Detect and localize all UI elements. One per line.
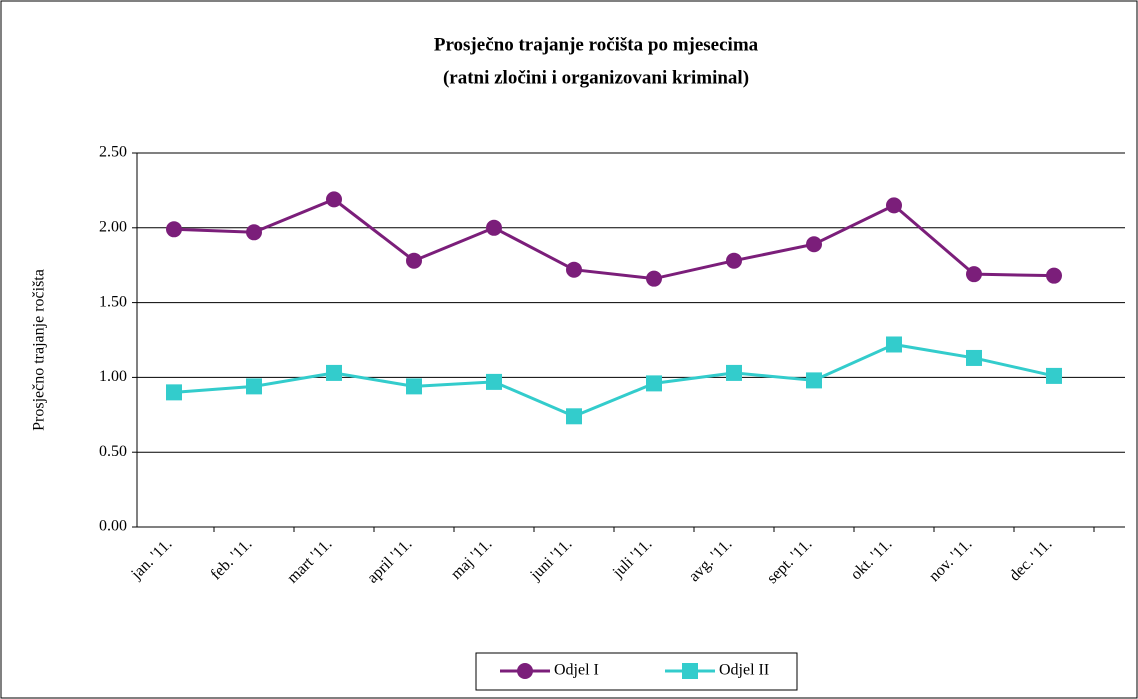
point [806,372,822,389]
point [886,336,902,353]
point [246,224,262,241]
legend-label: Odjel I [554,662,599,679]
point [326,364,342,381]
y-tick-label: 2.00 [99,218,127,235]
point [682,663,698,679]
y-tick-label: 0.50 [99,443,127,460]
point [966,349,982,366]
point [806,236,822,253]
point [246,378,262,395]
y-axis-label: Prosječno trajanje ročišta [31,269,48,431]
point [566,408,582,425]
point [166,221,182,238]
point [486,373,502,390]
point [406,378,422,395]
point [886,197,902,214]
series-line [173,197,1055,281]
point [486,219,502,236]
legend-label: Odjel II [719,662,769,679]
point [1046,267,1062,284]
point [726,364,742,381]
point [326,191,342,208]
point [966,266,982,283]
point [646,375,662,392]
series-line [173,342,1055,418]
y-tick-label: 1.00 [99,368,127,385]
point [1046,367,1062,384]
point [566,261,582,278]
point [166,384,182,401]
y-tick-label: 2.50 [99,144,127,161]
point [726,252,742,269]
y-tick-label: 0.00 [99,518,127,535]
chart-title: Prosječno trajanje ročišta po mjesecima [434,34,759,55]
y-tick-label: 1.50 [99,293,127,310]
chart-subtitle: (ratni zločini i organizovani kriminal) [443,67,749,88]
point [406,252,422,269]
point [646,270,662,287]
point [517,663,533,679]
